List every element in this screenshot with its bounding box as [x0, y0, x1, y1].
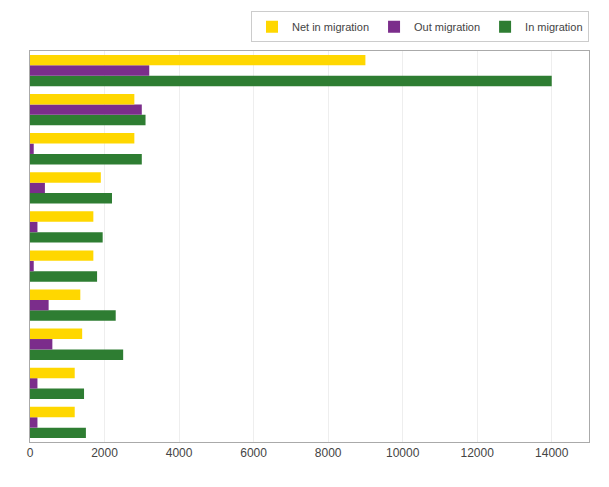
svg-text:2000: 2000	[91, 446, 118, 460]
svg-text:8000: 8000	[315, 446, 342, 460]
svg-text:12000: 12000	[461, 446, 495, 460]
svg-text:0: 0	[27, 446, 34, 460]
svg-text:Out migration: Out migration	[414, 21, 480, 33]
svg-text:4000: 4000	[166, 446, 193, 460]
svg-text:Net in migration: Net in migration	[292, 21, 369, 33]
svg-text:In migration: In migration	[525, 21, 582, 33]
svg-text:6000: 6000	[240, 446, 267, 460]
svg-text:10000: 10000	[386, 446, 420, 460]
svg-text:14000: 14000	[535, 446, 569, 460]
